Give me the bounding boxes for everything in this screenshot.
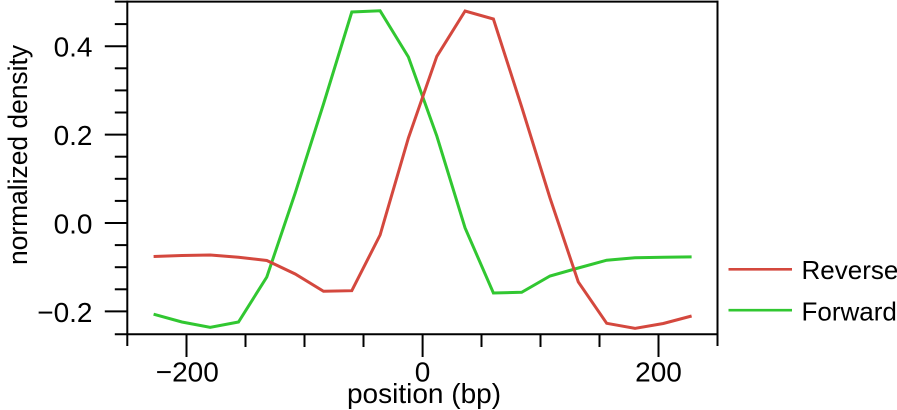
svg-text:−200: −200 xyxy=(156,356,219,387)
svg-text:Reverse: Reverse xyxy=(802,255,897,285)
svg-text:200: 200 xyxy=(635,356,682,387)
svg-text:position (bp): position (bp) xyxy=(347,378,501,409)
svg-text:0.2: 0.2 xyxy=(54,120,93,151)
svg-text:−0.2: −0.2 xyxy=(37,297,92,328)
svg-text:0.4: 0.4 xyxy=(54,32,93,63)
svg-text:0.0: 0.0 xyxy=(54,208,93,239)
svg-text:Forward: Forward xyxy=(802,296,897,326)
svg-text:0: 0 xyxy=(415,356,431,387)
svg-text:normalized density: normalized density xyxy=(3,44,33,265)
